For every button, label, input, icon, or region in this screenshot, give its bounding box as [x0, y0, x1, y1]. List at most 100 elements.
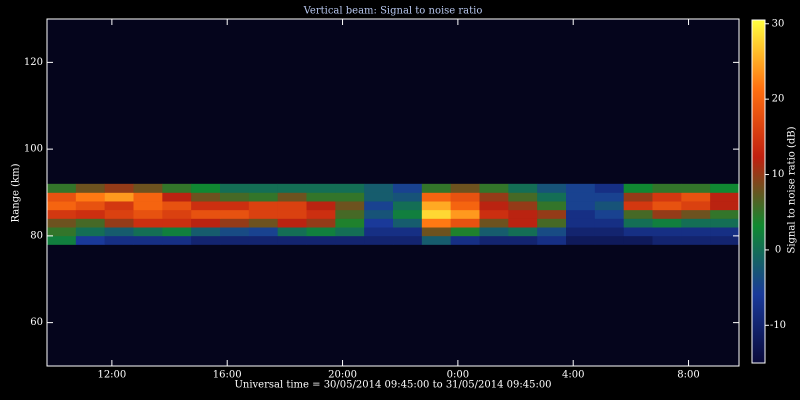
heat-cell: [450, 183, 480, 193]
heat-cell: [508, 209, 538, 219]
heat-cell: [479, 218, 509, 228]
heat-cell: [623, 201, 653, 211]
heat-cell: [393, 227, 423, 237]
heat-cell: [681, 192, 711, 202]
heat-cell: [508, 235, 538, 245]
heat-cell: [594, 183, 624, 193]
heat-cell: [75, 183, 105, 193]
heat-cell: [104, 218, 134, 228]
heat-cell: [421, 183, 451, 193]
heat-cell: [335, 192, 365, 202]
heat-cell: [421, 227, 451, 237]
heat-cell: [364, 201, 394, 211]
heat-cell: [191, 235, 221, 245]
heat-cell: [104, 209, 134, 219]
y-tick-label: 80: [30, 230, 43, 241]
heat-cell: [220, 209, 250, 219]
heat-cell: [681, 235, 711, 245]
heat-cell: [162, 183, 192, 193]
heat-cell: [594, 235, 624, 245]
colorbar-tick-label: 0: [775, 244, 781, 255]
heat-cell: [537, 235, 567, 245]
heat-cell: [133, 209, 163, 219]
heat-cell: [652, 227, 682, 237]
heat-cell: [393, 209, 423, 219]
heat-cell: [75, 192, 105, 202]
heat-cell: [191, 227, 221, 237]
heat-cell: [162, 218, 192, 228]
heat-cell: [335, 227, 365, 237]
heat-cell: [335, 209, 365, 219]
heat-cell: [393, 201, 423, 211]
heat-cell: [277, 235, 307, 245]
heat-cell: [710, 183, 740, 193]
heat-cell: [537, 201, 567, 211]
heat-cell: [220, 235, 250, 245]
heat-cell: [364, 209, 394, 219]
x-tick-label: 4:00: [562, 370, 584, 381]
x-tick-label: 0:00: [447, 370, 469, 381]
x-tick-label: 20:00: [328, 370, 357, 381]
heat-cell: [133, 235, 163, 245]
heat-cell: [220, 218, 250, 228]
heat-cell: [594, 227, 624, 237]
heat-cell: [162, 235, 192, 245]
heat-cell: [104, 227, 134, 237]
heat-cell: [162, 209, 192, 219]
heat-cell: [75, 218, 105, 228]
heat-cell: [393, 192, 423, 202]
heat-cell: [364, 192, 394, 202]
heat-cell: [710, 209, 740, 219]
heat-cell: [681, 183, 711, 193]
heat-cell: [393, 183, 423, 193]
heat-cell: [421, 209, 451, 219]
x-axis-label: Universal time = 30/05/2014 09:45:00 to …: [234, 380, 551, 391]
colorbar-tick-label: 20: [772, 94, 785, 105]
heat-cell: [537, 209, 567, 219]
heat-cell: [710, 201, 740, 211]
heat-cell: [104, 235, 134, 245]
heat-cell: [421, 192, 451, 202]
heat-cell: [623, 227, 653, 237]
heat-cell: [75, 209, 105, 219]
heat-cell: [335, 183, 365, 193]
heat-cell: [277, 183, 307, 193]
heat-cell: [75, 235, 105, 245]
heat-cell: [162, 192, 192, 202]
heat-cell: [47, 235, 77, 245]
heat-cell: [566, 209, 596, 219]
heat-cell: [104, 201, 134, 211]
heat-cell: [306, 227, 336, 237]
heat-cell: [191, 183, 221, 193]
heat-cell: [306, 209, 336, 219]
heat-cell: [450, 192, 480, 202]
heat-cell: [104, 192, 134, 202]
heat-cell: [191, 218, 221, 228]
heat-cell: [306, 201, 336, 211]
heat-cell: [421, 235, 451, 245]
heat-cell: [47, 209, 77, 219]
plot-frame: [46, 18, 740, 367]
heat-cell: [594, 201, 624, 211]
heat-cell: [450, 227, 480, 237]
heat-cell: [623, 218, 653, 228]
heat-cell: [450, 218, 480, 228]
heat-cell: [133, 218, 163, 228]
heat-cell: [47, 218, 77, 228]
heat-cell: [710, 227, 740, 237]
heat-cell: [479, 183, 509, 193]
heat-cell: [479, 235, 509, 245]
heat-cell: [537, 183, 567, 193]
heat-cell: [306, 218, 336, 228]
heat-cell: [47, 183, 77, 193]
heat-cell: [681, 218, 711, 228]
heat-cell: [306, 235, 336, 245]
x-tick-label: 16:00: [213, 370, 242, 381]
heat-cell: [306, 192, 336, 202]
heat-cell: [508, 218, 538, 228]
heat-cell: [47, 201, 77, 211]
heat-cell: [479, 227, 509, 237]
heat-cell: [248, 227, 278, 237]
